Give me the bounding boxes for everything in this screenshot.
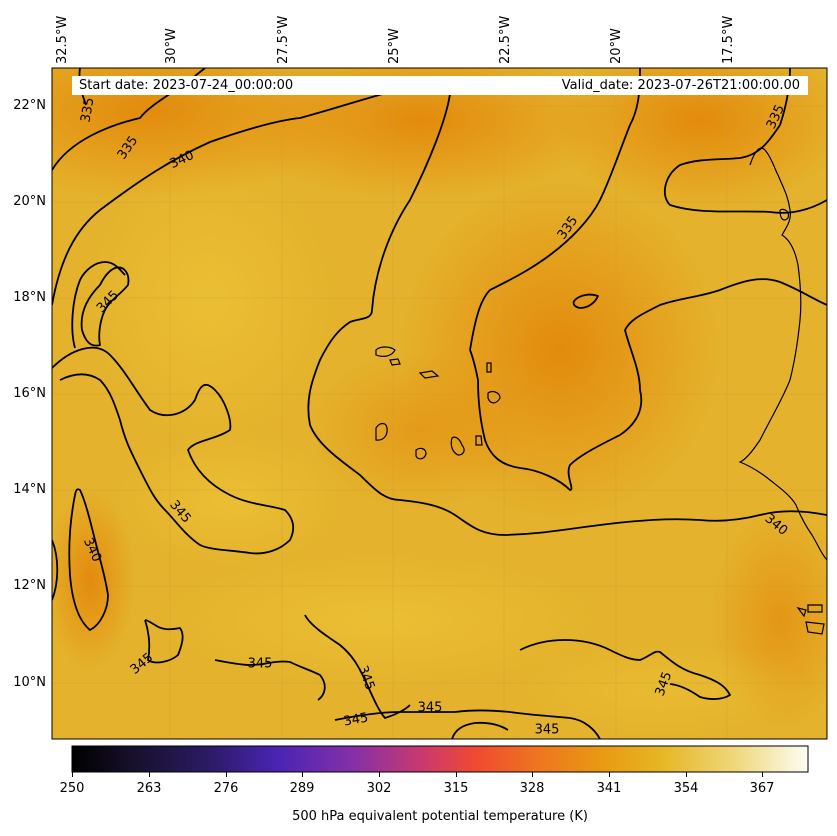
contour-label: 345 [535,723,560,738]
colorbar-tick [762,772,763,777]
colorbar-title: 500 hPa equivalent potential temperature… [292,809,588,824]
colorbar-tick-label: 341 [596,781,622,796]
lon-label: 25°W [387,28,402,64]
lat-label: 16°N [13,386,46,401]
lat-label: 14°N [13,482,46,497]
colorbar-tick-label: 354 [673,781,699,796]
lat-label: 18°N [13,290,46,305]
colorbar [71,745,809,773]
colorbar-tick-label: 328 [519,781,545,796]
contour-label: 345 [342,710,369,729]
colorbar-tick-label: 367 [749,781,775,796]
colorbar-tick [149,772,150,777]
lon-label: 27.5°W [276,15,291,64]
valid-date-text: Valid_date: 2023-07-26T21:00:00.00 [561,78,800,93]
date-banner: Start date: 2023-07-24_00:00:00 Valid_da… [72,76,808,95]
contour-label: 345 [248,657,273,672]
contour-label: 335 [78,96,97,123]
contour-label: 345 [418,701,443,716]
lat-label: 12°N [13,578,46,593]
colorbar-tick [302,772,303,777]
colorbar-tick [72,772,73,777]
lon-label: 30°W [164,28,179,64]
contour-lines [52,68,827,739]
colorbar-tick-label: 250 [59,781,85,796]
colorbar-tick [456,772,457,777]
colorbar-tick [226,772,227,777]
lat-label: 22°N [13,98,46,113]
colorbar-tick [686,772,687,777]
theta-e-field [52,68,827,739]
colorbar-tick-label: 276 [213,781,239,796]
colorbar-tick-label: 315 [443,781,469,796]
colorbar-tick-label: 289 [289,781,315,796]
colorbar-tick [609,772,610,777]
colorbar-tick [532,772,533,777]
graticule [52,68,827,739]
lon-label: 20°W [609,28,624,64]
map-frame [51,67,828,740]
coastlines [375,147,827,635]
lat-label: 10°N [13,675,46,690]
colorbar-tick-label: 302 [366,781,392,796]
colorbar-tick-label: 263 [136,781,162,796]
lon-label: 32.5°W [55,15,70,64]
lon-label: 22.5°W [498,15,513,64]
lon-label: 17.5°W [721,15,736,64]
start-date-text: Start date: 2023-07-24_00:00:00 [79,78,294,93]
colorbar-tick [379,772,380,777]
lat-label: 20°N [13,194,46,209]
